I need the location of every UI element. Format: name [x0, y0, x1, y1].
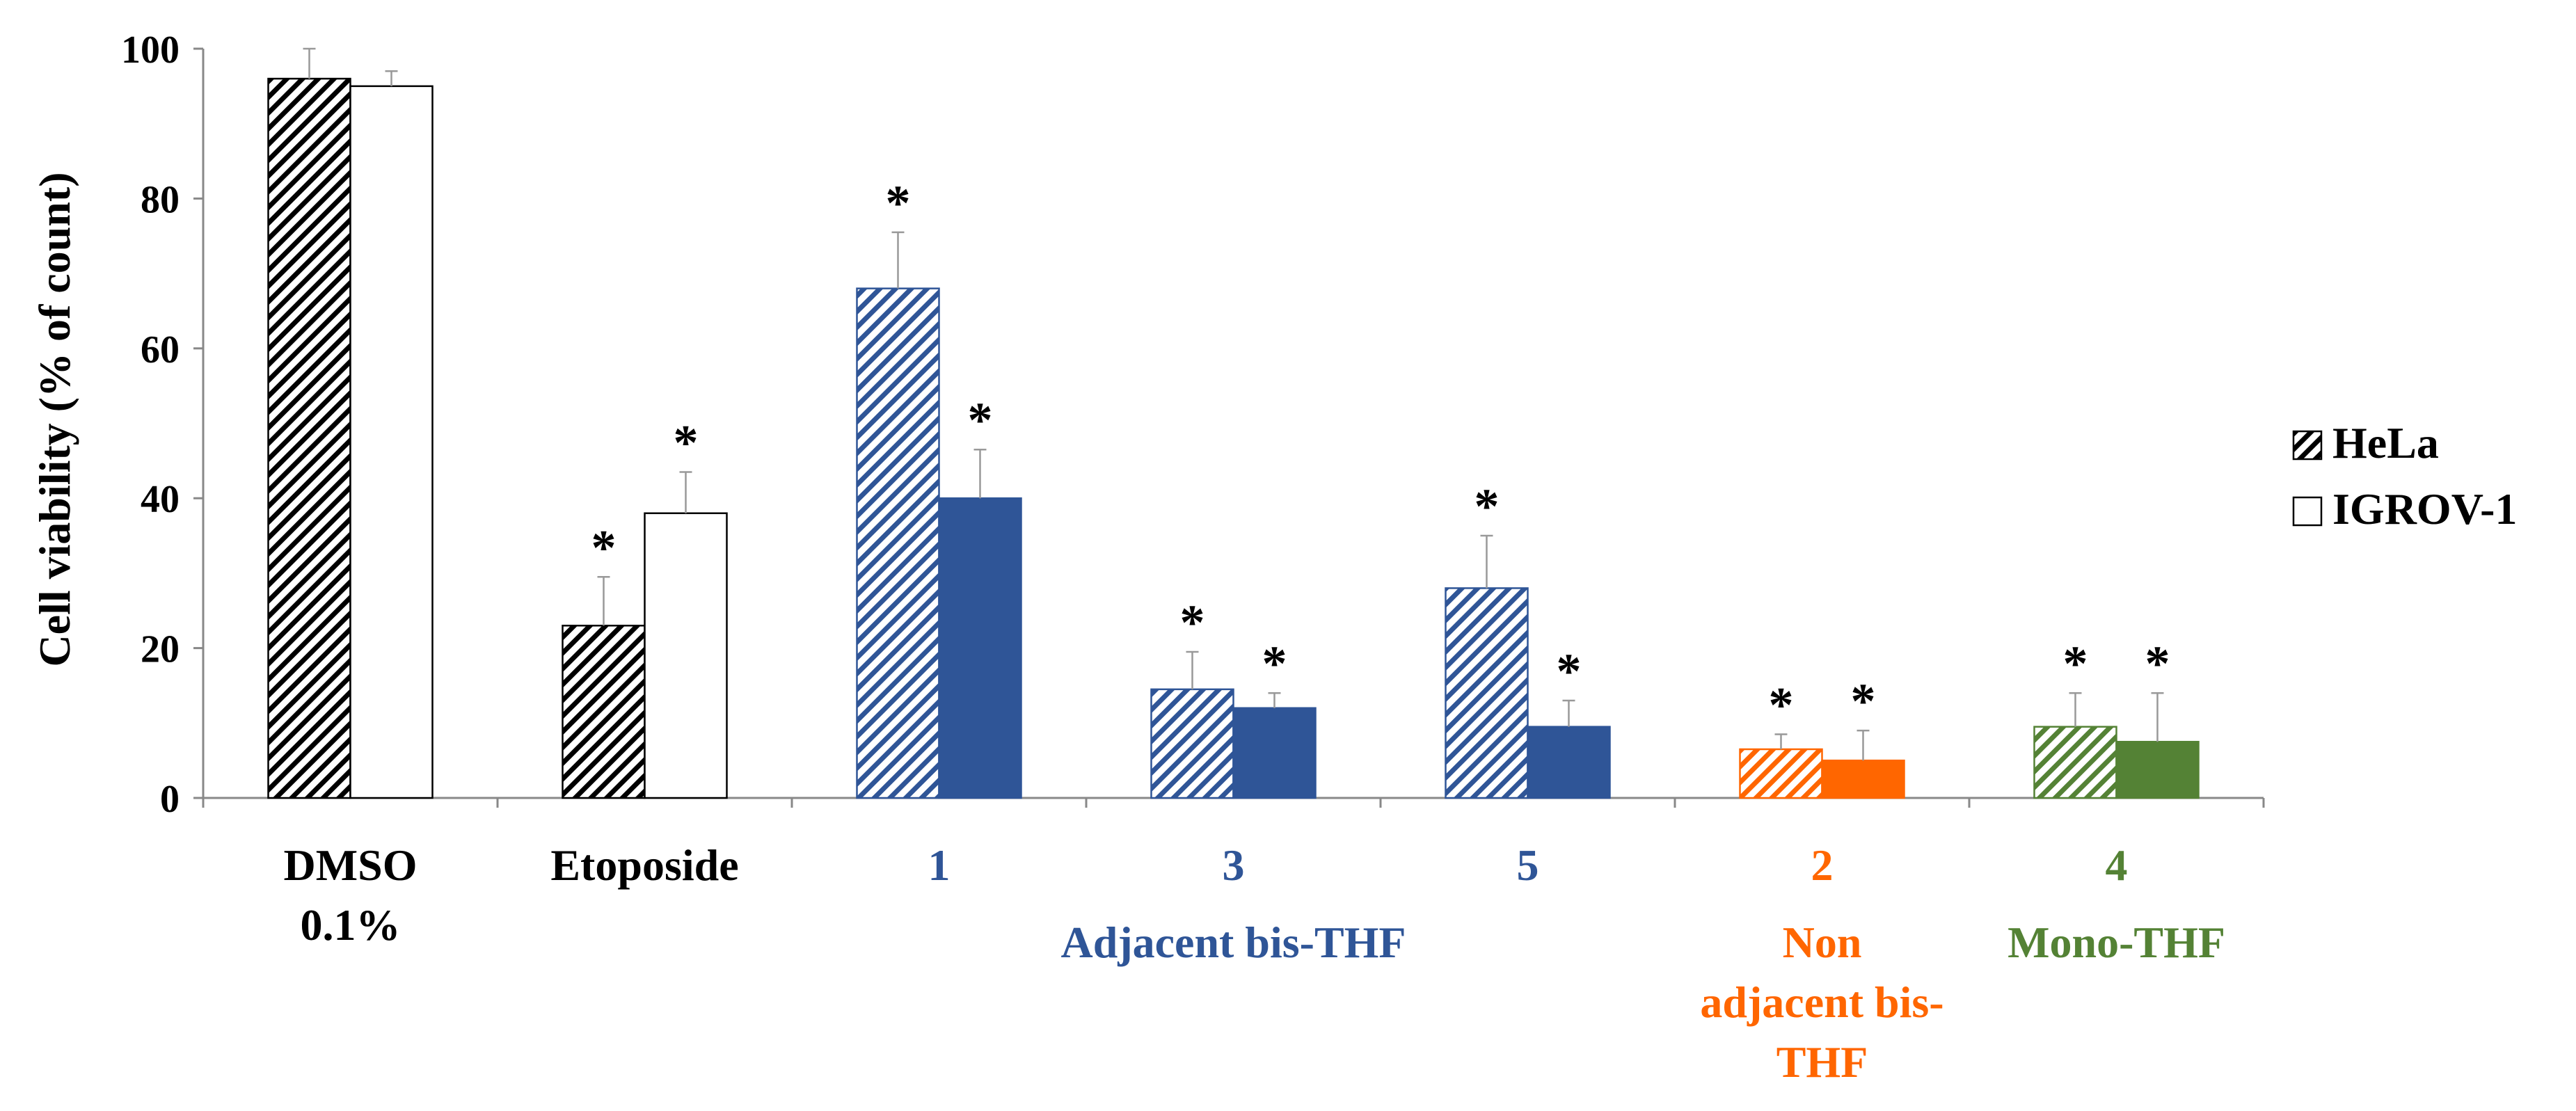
bar-igrov [1527, 726, 1611, 799]
x-tick-label: 1 [928, 840, 951, 890]
bar-igrov [2115, 740, 2200, 799]
bar-hela [562, 625, 646, 799]
bar-igrov [1821, 759, 1905, 799]
legend-label: HeLa [2332, 418, 2439, 467]
x-tick-label: 3 [1223, 840, 1245, 890]
bar-igrov [938, 497, 1022, 799]
bar-hela [1445, 587, 1529, 799]
bar-hela [1739, 748, 1823, 799]
legend-swatch [2292, 496, 2323, 527]
significance-star: * [1769, 677, 1794, 733]
bars: * * * * * * * * * * * * [267, 47, 2200, 799]
x-tick-label: 4 [2106, 840, 2128, 890]
y-tick-label: 20 [141, 628, 180, 671]
group-label: Adjacent bis-THF [1061, 918, 1406, 967]
x-tick-label: Etoposide [550, 840, 738, 890]
legend-label: IGROV-1 [2332, 484, 2517, 534]
bar-igrov [349, 85, 434, 799]
group-label: adjacent bis- [1700, 977, 1943, 1027]
group-label: THF [1776, 1037, 1868, 1087]
x-tick-label: 5 [1517, 840, 1539, 890]
axes: 0 20 40 60 80 100 [121, 29, 2265, 821]
bar-hela [2033, 726, 2117, 799]
significance-star: * [1180, 595, 1205, 650]
significance-star: * [1851, 673, 1876, 729]
y-tick-label: 0 [160, 778, 180, 821]
significance-star: * [2063, 636, 2088, 692]
significance-star: * [1557, 644, 1582, 699]
group-label: Non [1783, 918, 1862, 967]
significance-star: * [968, 392, 993, 448]
x-tick-label: DMSO [284, 840, 418, 890]
y-tick-label: 80 [141, 178, 180, 221]
significance-star: * [1474, 479, 1500, 534]
bar-igrov [644, 512, 728, 799]
y-tick-label: 40 [141, 478, 180, 521]
legend: HeLa IGROV-1 [2292, 418, 2517, 534]
x-tick-label: 2 [1811, 840, 1834, 890]
bar-igrov [1232, 707, 1317, 799]
bar-hela [1150, 688, 1234, 799]
significance-star: * [886, 175, 911, 231]
bar-hela [856, 287, 940, 799]
x-tick-label: 0.1% [301, 900, 401, 950]
group-label: Mono-THF [2007, 918, 2225, 967]
y-tick-label: 60 [141, 328, 180, 371]
significance-star: * [1262, 636, 1287, 692]
labels: DMSO 0.1% Etoposide 1 3 5 2 4 Adjacent bis-THF No… [284, 840, 2225, 1087]
y-axis-label: Cell viability (% of count) [30, 172, 79, 666]
significance-star: * [674, 415, 699, 471]
significance-star: * [591, 520, 617, 575]
bar-hela [267, 77, 351, 799]
y-tick-label: 100 [121, 29, 180, 72]
legend-swatch [2292, 430, 2323, 461]
significance-star: * [2145, 636, 2170, 692]
